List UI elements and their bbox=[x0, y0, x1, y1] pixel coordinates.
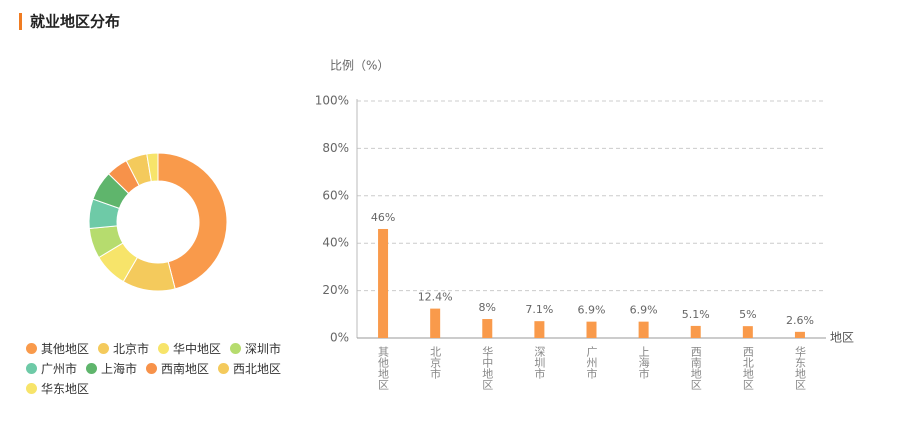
legend-label: 上海市 bbox=[101, 361, 138, 376]
bar bbox=[534, 321, 545, 338]
bar bbox=[690, 325, 701, 338]
y-tick-label: 60% bbox=[322, 188, 349, 202]
legend-item: 华东地区 bbox=[26, 381, 90, 396]
x-tick-label: 深圳市 bbox=[533, 346, 546, 380]
x-tick-label: 其他地区 bbox=[377, 346, 390, 390]
data-label: 12.4% bbox=[418, 291, 453, 304]
y-tick-label: 0% bbox=[330, 331, 349, 345]
legend-label: 西北地区 bbox=[233, 361, 282, 376]
legend-marker bbox=[86, 362, 98, 374]
title: 就业地区分布 bbox=[30, 13, 120, 31]
x-tick-label: 北京市 bbox=[429, 346, 442, 380]
legend-item: 广州市 bbox=[26, 361, 78, 376]
data-label: 46% bbox=[371, 211, 395, 224]
legend-marker bbox=[158, 342, 170, 354]
legend-label: 西南地区 bbox=[161, 361, 210, 376]
legend-label: 华东地区 bbox=[41, 381, 90, 396]
legend-item: 西南地区 bbox=[146, 361, 210, 376]
y-tick-label: 20% bbox=[322, 283, 349, 297]
legend-marker bbox=[230, 342, 242, 354]
data-label: 6.9% bbox=[630, 304, 658, 317]
bar bbox=[482, 319, 493, 338]
legend-item: 上海市 bbox=[86, 361, 138, 376]
x-tick-label: 华中地区 bbox=[481, 345, 494, 390]
bar bbox=[794, 331, 805, 338]
data-label: 7.1% bbox=[525, 303, 553, 316]
x-tick-label: 西南地区 bbox=[689, 346, 702, 390]
data-label: 5.1% bbox=[682, 308, 710, 321]
donut-slice bbox=[157, 152, 228, 290]
x-tick-label: 华东地区 bbox=[793, 345, 806, 390]
x-tick-label: 上海市 bbox=[637, 346, 650, 380]
bar bbox=[638, 321, 649, 338]
bar bbox=[742, 326, 753, 338]
legend-label: 深圳市 bbox=[245, 341, 282, 356]
legend-marker bbox=[26, 382, 37, 394]
legend-item: 北京市 bbox=[98, 341, 150, 356]
legend-marker bbox=[26, 342, 37, 354]
legend-item: 深圳市 bbox=[230, 341, 282, 356]
y-axis-label: 比例（%） bbox=[330, 59, 389, 73]
legend-label: 华中地区 bbox=[173, 341, 222, 356]
x-tick-label: 西北地区 bbox=[741, 346, 754, 390]
legend-label: 北京市 bbox=[113, 341, 150, 356]
legend-item: 西北地区 bbox=[218, 361, 282, 376]
y-tick-label: 100% bbox=[315, 94, 349, 108]
legend: 其他地区 北京市 华中地区 深圳市广州市 上海市 西南地区 西北地区华东地区 bbox=[26, 341, 296, 401]
y-tick-label: 80% bbox=[322, 141, 349, 155]
x-axis-label: 地区 bbox=[830, 331, 854, 345]
data-label: 5% bbox=[739, 308, 756, 321]
title-accent bbox=[19, 13, 22, 30]
legend-marker bbox=[218, 362, 230, 374]
legend-label: 其他地区 bbox=[41, 341, 90, 356]
legend-marker bbox=[98, 342, 110, 354]
bar bbox=[430, 308, 441, 338]
legend-marker bbox=[146, 362, 158, 374]
data-label: 8% bbox=[479, 301, 496, 314]
bar bbox=[586, 321, 597, 338]
legend-marker bbox=[26, 362, 37, 374]
donut-slice bbox=[146, 152, 159, 183]
data-label: 6.9% bbox=[578, 304, 606, 317]
bar bbox=[378, 228, 389, 338]
legend-item: 华中地区 bbox=[158, 341, 222, 356]
legend-item: 其他地区 bbox=[26, 341, 90, 356]
data-label: 2.6% bbox=[786, 314, 814, 327]
x-tick-label: 广州市 bbox=[585, 346, 598, 380]
y-tick-label: 40% bbox=[322, 236, 349, 250]
legend-label: 广州市 bbox=[41, 361, 78, 376]
